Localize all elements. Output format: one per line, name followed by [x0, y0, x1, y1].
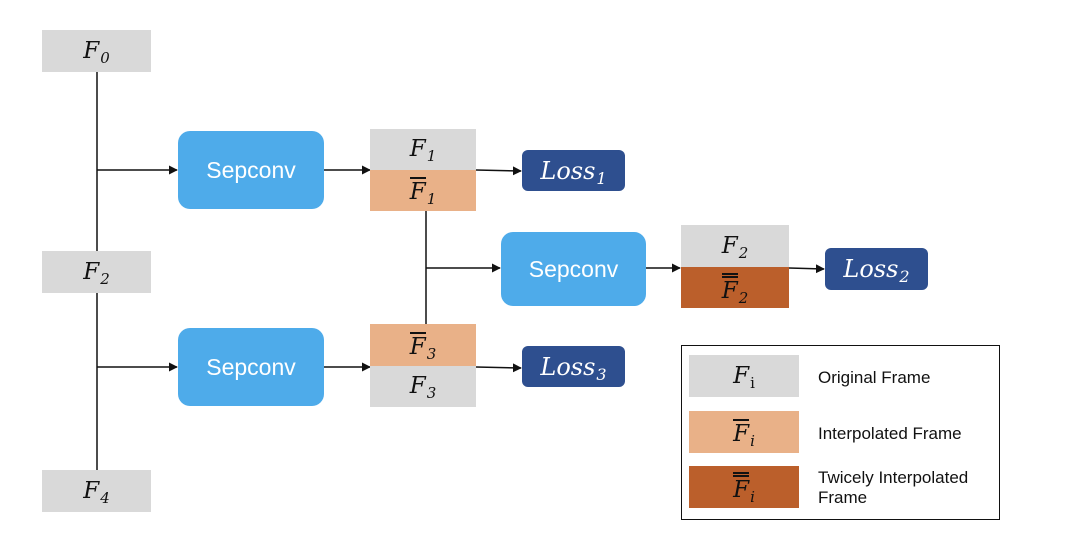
legend-original-label: Original Frame	[818, 368, 931, 387]
loss1-box: Loss 1	[522, 150, 625, 191]
legend-twicely-label: Twicely Interpolated Frame	[818, 468, 968, 508]
loss2-box: Loss 2	[825, 248, 928, 290]
sepconv-middle: Sepconv	[501, 232, 646, 306]
legend-interpolated-label: Interpolated Frame	[818, 424, 962, 443]
sepconv-bottom: Sepconv	[178, 328, 324, 406]
arrow-f2-to-loss2	[788, 264, 825, 274]
loss3-box: Loss 3	[522, 346, 625, 387]
sepconv-top: Sepconv	[178, 131, 324, 209]
arrow-f1-to-loss1	[475, 166, 522, 176]
arrow-f3-to-loss3	[475, 363, 522, 373]
legend-twicely-label-line1: Twicely Interpolated	[818, 468, 969, 487]
legend-twicely-label-line2: Frame	[818, 488, 868, 507]
